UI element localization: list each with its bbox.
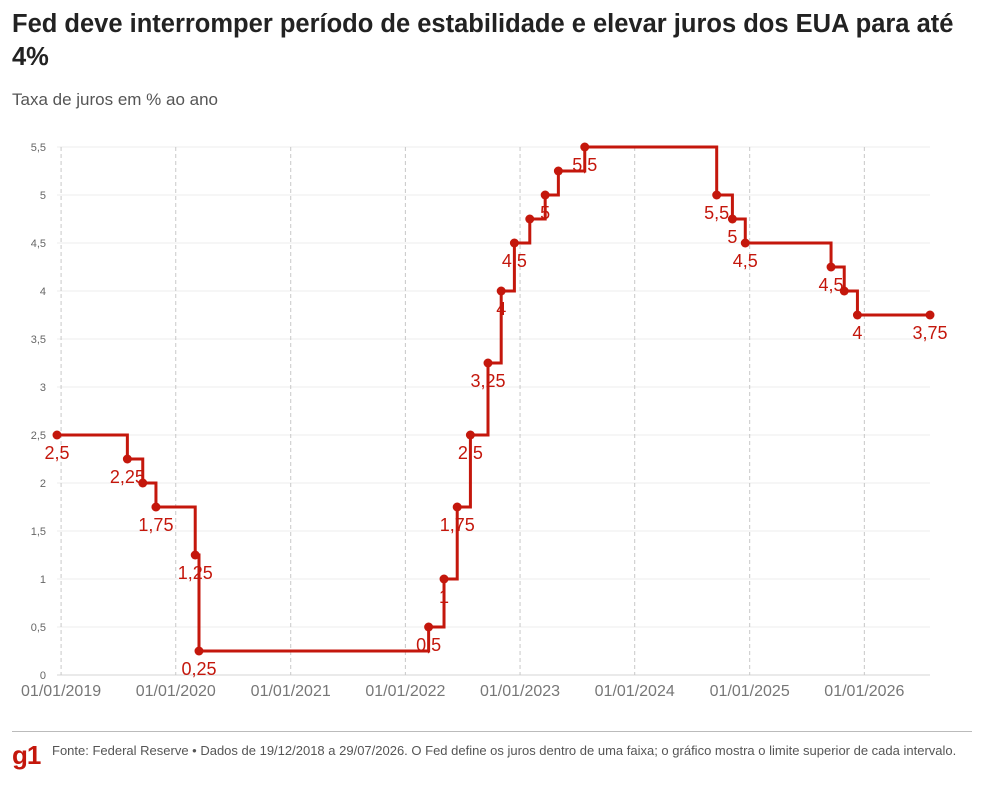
data-label: 5,5 — [704, 203, 729, 223]
y-tick-label: 3,5 — [31, 334, 46, 346]
data-label: 4 — [496, 299, 506, 319]
data-point — [525, 214, 535, 224]
y-tick-label: 4 — [40, 286, 46, 298]
data-point — [138, 478, 148, 488]
data-label: 2,5 — [458, 443, 483, 463]
data-point — [194, 646, 204, 656]
data-label: 4,5 — [502, 251, 527, 271]
x-tick-label: 01/01/2020 — [136, 683, 216, 700]
data-label: 3,25 — [470, 371, 505, 391]
data-label: 2,5 — [44, 443, 69, 463]
chart-subtitle: Taxa de juros em % ao ano — [12, 90, 219, 109]
data-label: 5 — [540, 203, 550, 223]
data-point — [839, 286, 849, 296]
data-label: 1,25 — [178, 563, 213, 583]
y-tick-label: 3 — [40, 382, 46, 394]
y-tick-label: 1 — [40, 574, 46, 586]
data-label: 0,25 — [181, 659, 216, 679]
x-tick-label: 01/01/2024 — [595, 683, 675, 700]
data-label: 2,25 — [110, 467, 145, 487]
data-point — [509, 238, 519, 248]
data-point — [122, 454, 132, 464]
data-point — [496, 286, 506, 296]
g1-logo: g1 — [12, 740, 41, 770]
y-tick-label: 1,5 — [31, 526, 46, 538]
data-point — [727, 214, 737, 224]
data-label: 3,75 — [912, 323, 947, 343]
y-tick-label: 2,5 — [31, 430, 46, 442]
data-point — [452, 502, 462, 512]
chart-title: Fed deve interromper período de estabili… — [12, 10, 954, 71]
data-label: 1 — [439, 587, 449, 607]
data-point — [483, 358, 493, 368]
data-point — [151, 502, 161, 512]
rate-chart: 0 0,5 1 1,5 2 2,5 3 3,5 4 4,5 5 5,5 01/01/2019 01/01/… — [21, 142, 947, 700]
y-tick-label: 4,5 — [31, 238, 46, 250]
data-point — [52, 430, 62, 440]
data-label: 0,5 — [416, 635, 441, 655]
y-tick-label: 2 — [40, 478, 46, 490]
data-point — [925, 310, 935, 320]
data-point — [712, 190, 722, 200]
data-label: 4,5 — [733, 251, 758, 271]
x-tick-label: 01/01/2021 — [251, 683, 331, 700]
x-tick-label: 01/01/2026 — [824, 683, 904, 700]
source-note: Fonte: Federal Reserve • Dados de 19/12/… — [52, 743, 957, 758]
x-tick-label: 01/01/2019 — [21, 683, 101, 700]
data-point — [740, 238, 750, 248]
y-tick-label: 0 — [40, 670, 46, 682]
y-tick-label: 0,5 — [31, 622, 46, 634]
data-point — [553, 166, 563, 176]
data-point — [439, 574, 449, 584]
data-point — [852, 310, 862, 320]
data-label: 4 — [852, 323, 862, 343]
data-point — [190, 550, 200, 560]
x-tick-label: 01/01/2023 — [480, 683, 560, 700]
data-label: 5,5 — [572, 155, 597, 175]
y-tick-label: 5 — [40, 190, 46, 202]
data-label: 1,75 — [440, 515, 475, 535]
series-step-line — [57, 145, 930, 653]
data-point — [580, 142, 590, 152]
y-tick-label: 5,5 — [31, 142, 46, 154]
data-point — [540, 190, 550, 200]
data-point — [826, 262, 836, 272]
x-tick-label: 01/01/2025 — [710, 683, 790, 700]
data-label: 5 — [727, 227, 737, 247]
data-point — [424, 622, 434, 632]
data-label: 4,5 — [819, 275, 844, 295]
x-tick-label: 01/01/2022 — [365, 683, 445, 700]
data-point — [465, 430, 475, 440]
data-label: 1,75 — [138, 515, 173, 535]
footer-divider — [12, 731, 972, 732]
